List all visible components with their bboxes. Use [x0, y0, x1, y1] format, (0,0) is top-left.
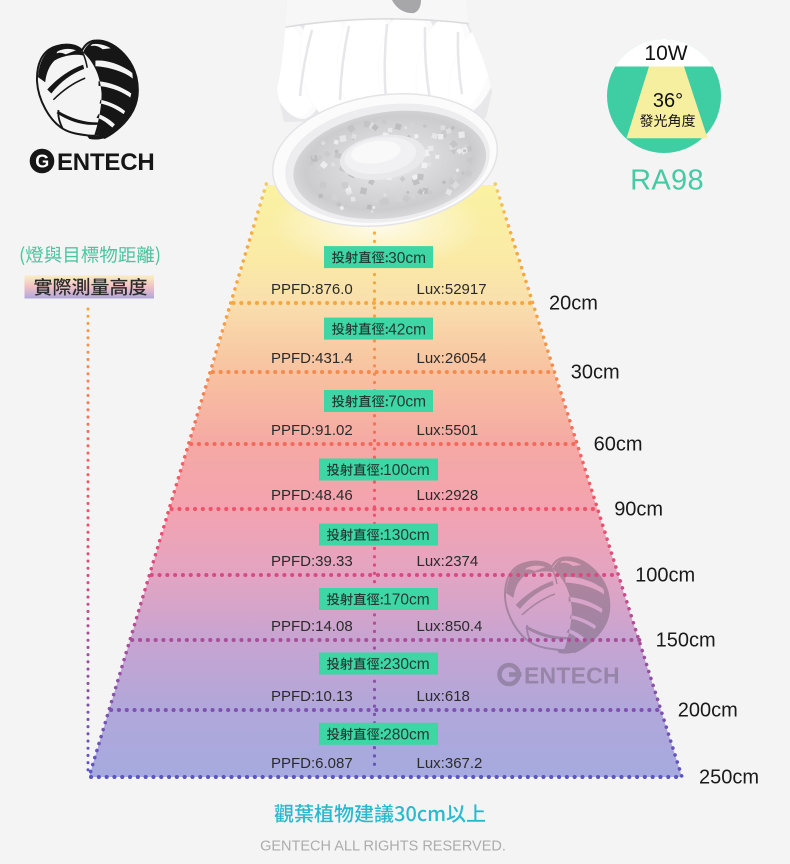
svg-text:PPFD:431.4: PPFD:431.4 [271, 350, 353, 367]
svg-text:90cm: 90cm [614, 499, 663, 521]
svg-text:PPFD:91.02: PPFD:91.02 [271, 422, 353, 439]
svg-text:70cm: 70cm [388, 394, 426, 411]
svg-text:PPFD:10.13: PPFD:10.13 [271, 688, 353, 705]
svg-text:42cm: 42cm [388, 321, 426, 338]
svg-text:100cm: 100cm [635, 565, 695, 587]
svg-text:280cm: 280cm [383, 727, 430, 744]
svg-text:Lux:618: Lux:618 [417, 688, 470, 705]
svg-text:ENTECH: ENTECH [57, 149, 154, 176]
svg-text:30cm: 30cm [388, 250, 426, 267]
svg-text:Lux:850.4: Lux:850.4 [417, 618, 483, 635]
svg-text:ENTECH: ENTECH [524, 663, 620, 689]
svg-text:36°: 36° [653, 90, 683, 112]
svg-text:Lux:2374: Lux:2374 [417, 553, 479, 570]
svg-text:Lux:2928: Lux:2928 [417, 487, 479, 504]
svg-text:G: G [35, 152, 49, 172]
svg-text:200cm: 200cm [678, 700, 738, 722]
svg-text:20cm: 20cm [549, 293, 598, 315]
svg-text:130cm: 130cm [383, 527, 430, 544]
svg-text:100cm: 100cm [383, 462, 430, 479]
svg-text:GENTECH ALL RIGHTS RESERVED.: GENTECH ALL RIGHTS RESERVED. [260, 839, 506, 855]
svg-text:PPFD:48.46: PPFD:48.46 [271, 487, 353, 504]
svg-text:150cm: 150cm [656, 630, 716, 652]
svg-text:Lux:5501: Lux:5501 [417, 422, 479, 439]
svg-text:RA98: RA98 [630, 165, 704, 197]
svg-text:60cm: 60cm [594, 434, 643, 456]
svg-text:PPFD:876.0: PPFD:876.0 [271, 281, 353, 298]
svg-text:Lux:367.2: Lux:367.2 [417, 755, 483, 772]
svg-text:230cm: 230cm [383, 656, 430, 673]
svg-text:250cm: 250cm [699, 767, 759, 789]
svg-text:Lux:26054: Lux:26054 [417, 350, 487, 367]
svg-text:170cm: 170cm [383, 592, 430, 609]
svg-text:PPFD:6.087: PPFD:6.087 [271, 755, 353, 772]
svg-text:PPFD:39.33: PPFD:39.33 [271, 553, 353, 570]
svg-text:Lux:52917: Lux:52917 [417, 281, 487, 298]
svg-text:10W: 10W [644, 42, 687, 65]
svg-text:30cm: 30cm [571, 362, 620, 384]
svg-text:PPFD:14.08: PPFD:14.08 [271, 618, 353, 635]
